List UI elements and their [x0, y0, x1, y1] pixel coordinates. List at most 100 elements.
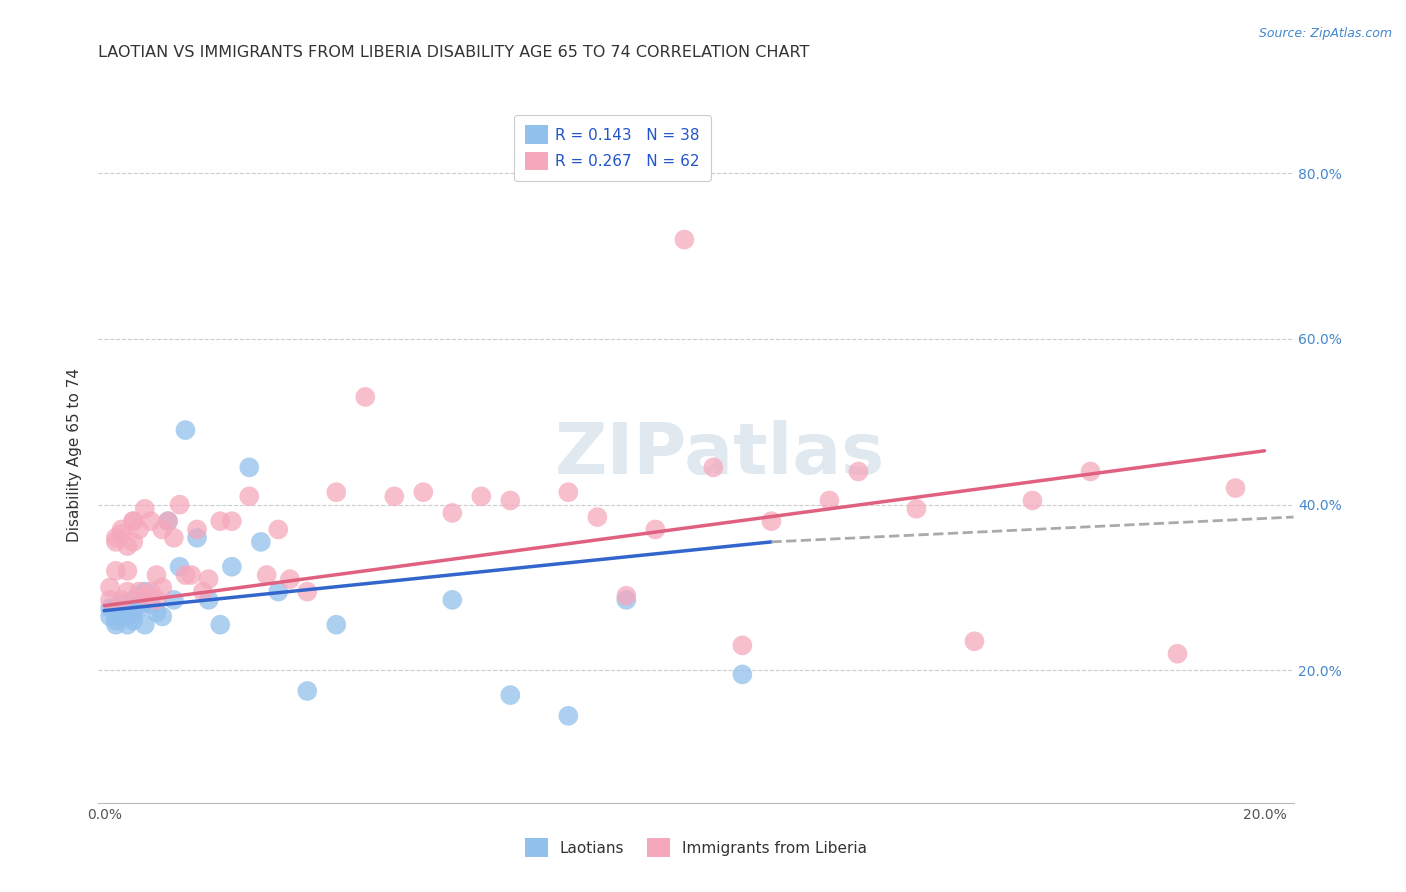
- Point: [122, 592, 145, 607]
- Point: [134, 584, 156, 599]
- Point: [238, 489, 260, 503]
- Point: [150, 609, 173, 624]
- Point: [1166, 647, 1188, 661]
- Point: [238, 460, 260, 475]
- Point: [186, 531, 208, 545]
- Point: [104, 614, 127, 628]
- Text: LAOTIAN VS IMMIGRANTS FROM LIBERIA DISABILITY AGE 65 TO 74 CORRELATION CHART: LAOTIAN VS IMMIGRANTS FROM LIBERIA DISAB…: [98, 45, 810, 60]
- Point: [111, 592, 134, 607]
- Point: [163, 592, 186, 607]
- Point: [267, 584, 290, 599]
- Point: [163, 531, 186, 545]
- Point: [117, 605, 139, 619]
- Point: [197, 572, 219, 586]
- Point: [104, 564, 127, 578]
- Point: [470, 489, 492, 503]
- Point: [157, 514, 180, 528]
- Point: [117, 539, 139, 553]
- Point: [104, 531, 127, 545]
- Point: [150, 523, 173, 537]
- Point: [1080, 465, 1102, 479]
- Point: [256, 568, 278, 582]
- Point: [157, 514, 180, 528]
- Point: [117, 584, 139, 599]
- Point: [297, 684, 319, 698]
- Point: [134, 617, 156, 632]
- Point: [761, 514, 783, 528]
- Point: [98, 601, 121, 615]
- Point: [122, 514, 145, 528]
- Point: [1225, 481, 1247, 495]
- Point: [117, 609, 139, 624]
- Point: [197, 592, 219, 607]
- Point: [122, 514, 145, 528]
- Point: [104, 534, 127, 549]
- Point: [297, 584, 319, 599]
- Point: [150, 581, 173, 595]
- Point: [104, 617, 127, 632]
- Point: [117, 617, 139, 632]
- Point: [128, 584, 150, 599]
- Point: [98, 609, 121, 624]
- Point: [104, 601, 127, 615]
- Point: [180, 568, 202, 582]
- Point: [145, 592, 167, 607]
- Point: [209, 514, 232, 528]
- Point: [145, 605, 167, 619]
- Point: [174, 423, 197, 437]
- Point: [557, 708, 579, 723]
- Point: [614, 592, 637, 607]
- Point: [128, 597, 150, 611]
- Point: [731, 639, 754, 653]
- Point: [499, 493, 522, 508]
- Point: [702, 460, 724, 475]
- Point: [354, 390, 377, 404]
- Point: [111, 609, 134, 624]
- Point: [111, 526, 134, 541]
- Point: [122, 614, 145, 628]
- Y-axis label: Disability Age 65 to 74: Disability Age 65 to 74: [67, 368, 83, 542]
- Point: [174, 568, 197, 582]
- Point: [122, 605, 145, 619]
- Point: [267, 523, 290, 537]
- Point: [128, 523, 150, 537]
- Point: [139, 584, 162, 599]
- Point: [186, 523, 208, 537]
- Point: [441, 592, 464, 607]
- Point: [169, 498, 191, 512]
- Point: [557, 485, 579, 500]
- Point: [963, 634, 986, 648]
- Text: Source: ZipAtlas.com: Source: ZipAtlas.com: [1258, 27, 1392, 40]
- Point: [382, 489, 405, 503]
- Point: [111, 597, 134, 611]
- Point: [614, 589, 637, 603]
- Point: [139, 514, 162, 528]
- Point: [111, 523, 134, 537]
- Point: [98, 592, 121, 607]
- Point: [905, 501, 928, 516]
- Point: [221, 559, 243, 574]
- Point: [134, 589, 156, 603]
- Point: [128, 601, 150, 615]
- Point: [117, 564, 139, 578]
- Point: [848, 465, 870, 479]
- Point: [134, 501, 156, 516]
- Legend: Laotians, Immigrants from Liberia: Laotians, Immigrants from Liberia: [517, 830, 875, 864]
- Point: [441, 506, 464, 520]
- Point: [412, 485, 434, 500]
- Point: [139, 597, 162, 611]
- Point: [145, 568, 167, 582]
- Point: [673, 233, 696, 247]
- Point: [325, 485, 347, 500]
- Point: [499, 688, 522, 702]
- Point: [98, 581, 121, 595]
- Point: [325, 617, 347, 632]
- Point: [250, 534, 273, 549]
- Point: [122, 534, 145, 549]
- Point: [278, 572, 301, 586]
- Point: [209, 617, 232, 632]
- Point: [1021, 493, 1043, 508]
- Point: [191, 584, 214, 599]
- Point: [221, 514, 243, 528]
- Text: ZIPatlas: ZIPatlas: [555, 420, 884, 490]
